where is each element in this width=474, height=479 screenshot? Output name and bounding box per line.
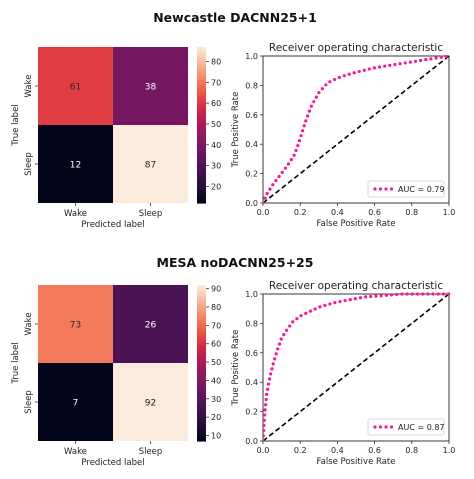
x-tick-label: 0.2 bbox=[294, 208, 307, 217]
roc-chart-1: Receiver operating characteristic 0.0 0.2 0… bbox=[231, 42, 455, 229]
x-tick-label: 1.0 bbox=[443, 446, 456, 455]
y-tick-label: 0.6 bbox=[245, 111, 258, 120]
cell-value-label: 7 bbox=[73, 399, 79, 409]
y-tick-label: 0.4 bbox=[245, 378, 258, 387]
legend: AUC = 0.87 bbox=[367, 418, 445, 436]
cell-value-label: 92 bbox=[145, 399, 156, 409]
heatmap-cell bbox=[38, 47, 113, 125]
cell-value-label: 87 bbox=[145, 161, 156, 171]
x-tick-label: 0.0 bbox=[257, 446, 270, 455]
cell-value-label: 26 bbox=[145, 321, 157, 331]
colorbar-tick-label: 20 bbox=[211, 182, 221, 191]
legend-label: AUC = 0.79 bbox=[398, 185, 445, 194]
y-tick-label: 0.2 bbox=[245, 170, 258, 179]
y-tick-label: Wake bbox=[24, 313, 34, 336]
x-tick-label: 0.4 bbox=[331, 208, 344, 217]
colorbar-tick-label: 40 bbox=[211, 376, 221, 385]
roc-chart-3: Receiver operating characteristic 0.0 0.2 0… bbox=[231, 280, 455, 467]
heatmap-cell bbox=[38, 285, 113, 363]
colorbar-tick-label: 30 bbox=[211, 162, 221, 171]
heatmap-cell bbox=[113, 47, 188, 125]
y-axis-label: True Positive Rate bbox=[231, 330, 241, 407]
plot-area bbox=[262, 293, 450, 442]
legend-label: AUC = 0.87 bbox=[398, 423, 445, 432]
y-axis-label: True label bbox=[11, 104, 21, 146]
x-tick-label: 0.6 bbox=[368, 446, 381, 455]
y-tick-label: 0.4 bbox=[245, 140, 258, 149]
y-tick-label: 0.2 bbox=[245, 408, 258, 417]
colorbar-tick-label: 60 bbox=[211, 340, 221, 349]
colorbar-tick-label: 80 bbox=[211, 303, 221, 312]
cell-value-label: 38 bbox=[145, 83, 157, 93]
y-tick-label: Sleep bbox=[24, 390, 34, 414]
roc-curve bbox=[263, 54, 451, 203]
heatmap-cell bbox=[38, 125, 113, 203]
x-tick-label: 1.0 bbox=[443, 208, 456, 217]
x-tick-label: 0.0 bbox=[257, 208, 270, 217]
cell-value-label: 61 bbox=[70, 83, 81, 93]
y-tick-label: Sleep bbox=[24, 152, 34, 176]
colorbar-tick-label: 70 bbox=[211, 321, 221, 330]
x-tick-label: 0.8 bbox=[405, 208, 418, 217]
colorbar-tick-label: 60 bbox=[211, 99, 221, 108]
heatmap-cell bbox=[113, 125, 188, 203]
colorbar-tick-label: 50 bbox=[211, 358, 221, 367]
y-tick-label: 0.8 bbox=[245, 319, 258, 328]
y-tick-label: 0.0 bbox=[245, 437, 258, 446]
x-tick-label: Sleep bbox=[139, 447, 163, 457]
y-tick-label: 0.0 bbox=[245, 199, 258, 208]
y-tick-label: 0.6 bbox=[245, 349, 258, 358]
cell-value-label: 12 bbox=[70, 161, 81, 171]
heatmap-cell bbox=[38, 363, 113, 441]
y-tick-label: 1.0 bbox=[245, 52, 258, 61]
chart-title: Receiver operating characteristic bbox=[269, 280, 443, 292]
y-tick-label: 1.0 bbox=[245, 290, 258, 299]
y-axis-label: True Positive Rate bbox=[231, 92, 241, 169]
x-tick-label: 0.4 bbox=[331, 446, 344, 455]
roc-curve bbox=[263, 292, 451, 441]
colorbar-tick-label: 80 bbox=[211, 58, 221, 67]
confusion-matrix-2: MESA noDACNN25+25 73 26 7 92 Wake Sleep Wake Sle… bbox=[11, 255, 313, 468]
heatmap-cell bbox=[113, 363, 188, 441]
x-tick-label: Sleep bbox=[139, 209, 163, 219]
x-axis-label: False Positive Rate bbox=[317, 219, 396, 229]
x-tick-label: 0.6 bbox=[368, 208, 381, 217]
figure-title: MESA noDACNN25+25 bbox=[157, 255, 314, 270]
legend: AUC = 0.79 bbox=[367, 180, 445, 198]
colorbar-tick-label: 20 bbox=[211, 413, 221, 422]
colorbar-tick-label: 40 bbox=[211, 141, 221, 150]
x-tick-label: Wake bbox=[64, 447, 87, 457]
y-axis-label: True label bbox=[11, 342, 21, 384]
x-axis-label: Predicted label bbox=[81, 458, 144, 468]
confusion-matrix-0: Newcastle DACNN25+1 61 38 12 87 Wake Sleep Wake… bbox=[11, 10, 317, 230]
colorbar-tick-label: 70 bbox=[211, 78, 221, 87]
y-tick-label: Wake bbox=[24, 75, 34, 98]
plot-area bbox=[262, 55, 450, 204]
colorbar: 20 30 40 50 60 70 80 bbox=[197, 47, 221, 204]
x-axis-label: Predicted label bbox=[81, 220, 144, 230]
colorbar-tick-label: 50 bbox=[211, 120, 221, 129]
colorbar-tick-label: 30 bbox=[211, 395, 221, 404]
x-tick-label: 0.2 bbox=[294, 446, 307, 455]
heatmap-cell bbox=[113, 285, 188, 363]
colorbar: 10 20 30 40 50 60 70 80 90 bbox=[197, 285, 221, 442]
x-axis-label: False Positive Rate bbox=[317, 457, 396, 467]
colorbar-tick-label: 90 bbox=[211, 285, 221, 294]
chart-title: Receiver operating characteristic bbox=[269, 42, 443, 54]
x-tick-label: Wake bbox=[64, 209, 87, 219]
x-tick-label: 0.8 bbox=[405, 446, 418, 455]
colorbar-tick-label: 10 bbox=[211, 431, 221, 440]
y-tick-label: 0.8 bbox=[245, 81, 258, 90]
figure-title: Newcastle DACNN25+1 bbox=[153, 10, 317, 25]
cell-value-label: 73 bbox=[70, 321, 81, 331]
